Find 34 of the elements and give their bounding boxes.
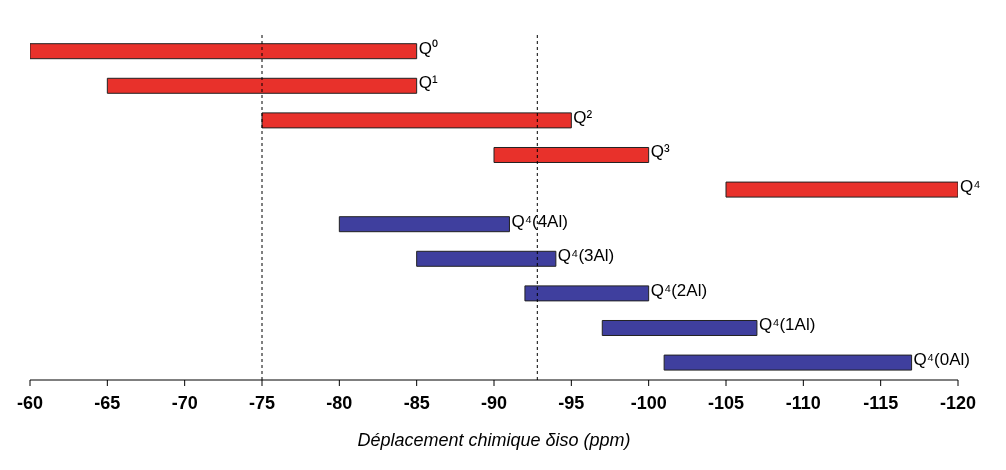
y-tick-label: Q⁴(1Al)	[758, 315, 816, 335]
y-tick-label: Q⁴(4Al)	[511, 211, 568, 231]
x-tick-label: -70	[171, 392, 198, 413]
bar	[493, 146, 650, 163]
y-tick-label: Q¹	[418, 73, 438, 93]
x-tick-label: -105	[707, 392, 745, 413]
y-tick-label: Q⁴	[960, 177, 981, 197]
x-tick-label: -60	[16, 392, 44, 413]
bar	[106, 77, 418, 94]
bar	[30, 43, 418, 60]
x-tick-label: -115	[863, 392, 899, 413]
bar	[725, 181, 958, 198]
x-tick-label: -65	[94, 392, 121, 413]
x-tick-label: -120	[939, 392, 977, 413]
y-tick-label: Q⁴(3Al)	[557, 246, 615, 266]
x-axis-title: Déplacement chimique δiso (ppm)	[357, 430, 631, 450]
x-tick-label: -80	[326, 392, 353, 413]
x-tick-label: -75	[248, 392, 276, 413]
x-tick-label: -95	[558, 392, 585, 413]
bar	[338, 216, 510, 233]
bar	[524, 285, 650, 302]
bar	[601, 319, 758, 336]
x-tick-label: -85	[403, 392, 430, 413]
y-tick-label: Q⁰	[418, 38, 438, 58]
y-tick-label: Q⁴(0Al)	[913, 350, 971, 370]
bar	[416, 250, 557, 267]
y-tick-label: Q³	[650, 142, 670, 162]
x-tick-label: -110	[785, 392, 821, 413]
bar	[261, 112, 572, 129]
x-tick-label: -90	[480, 392, 508, 413]
y-tick-label: Q⁴(2Al)	[650, 280, 708, 300]
x-tick-label: -100	[630, 392, 667, 413]
bar	[663, 354, 913, 371]
y-tick-label: Q²	[573, 107, 593, 127]
